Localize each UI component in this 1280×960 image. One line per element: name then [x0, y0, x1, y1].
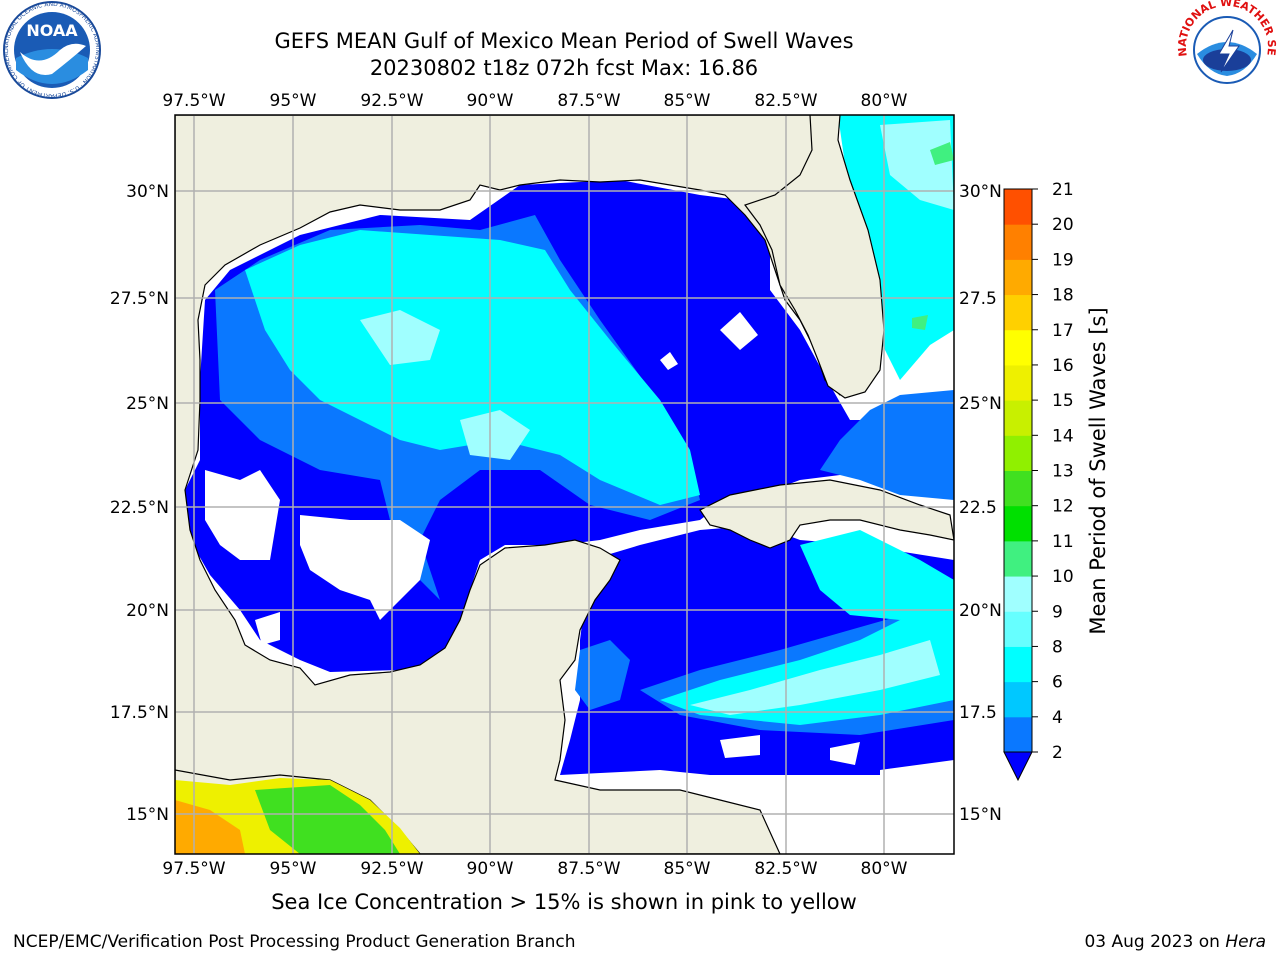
lon-label: 92.5°W — [360, 859, 423, 879]
colorbar-tick-label: 17 — [1052, 321, 1074, 341]
lat-label: 25°N — [126, 394, 169, 414]
colorbar-segment — [1004, 611, 1032, 647]
atlantic-swell-mid — [820, 390, 954, 500]
lat-labels-left: 30°N 27.5°N 25°N 22.5°N 20°N 17.5°N 15°N — [110, 182, 169, 825]
colorbar-segment — [1004, 435, 1032, 471]
lat-label: 30°N — [126, 182, 169, 202]
colorbar-tick-label: 14 — [1052, 426, 1074, 446]
colorbar-tick-label: 15 — [1052, 391, 1074, 411]
colorbar-segment — [1004, 646, 1032, 683]
colorbar-tick-label: 13 — [1052, 462, 1074, 482]
land-cuba — [699, 479, 954, 549]
colorbar-segment — [1004, 540, 1032, 577]
caribbean-swell-cyan-north — [800, 530, 954, 620]
colorbar-tick-label: 20 — [1052, 215, 1074, 235]
svg-text:NOAA: NOAA — [26, 21, 78, 40]
lon-label: 82.5°W — [754, 91, 817, 111]
colorbar-segment — [1004, 716, 1032, 753]
plot-title: GEFS MEAN Gulf of Mexico Mean Period of … — [274, 29, 854, 53]
colorbar-segment — [1004, 364, 1032, 401]
colorbar-segment — [1004, 329, 1032, 366]
colorbar-tick-label: 8 — [1052, 637, 1063, 657]
lon-label: 90°W — [467, 91, 514, 111]
nws-logo: NATIONAL WEATHER SERVICE — [1175, 0, 1278, 97]
lon-label: 82.5°W — [754, 859, 817, 879]
lat-label: 20°N — [959, 601, 1002, 621]
gulf-nodata — [205, 312, 758, 645]
colorbar-tick-label: 6 — [1052, 673, 1063, 693]
lon-label: 87.5°W — [557, 859, 620, 879]
footer-date-text: 03 Aug 2023 on — [1084, 932, 1226, 952]
lon-label: 85°W — [664, 91, 711, 111]
colorbar: 2 4 6 8 9 10 11 12 13 14 15 16 17 18 19 20 21 — [1003, 180, 1074, 782]
footer-branch: NCEP/EMC/Verification Post Processing Pr… — [13, 932, 576, 952]
colorbar-tick-label: 19 — [1052, 250, 1074, 270]
colorbar-segment — [1004, 576, 1032, 612]
colorbar-tick-label: 11 — [1052, 532, 1074, 552]
caribbean-swell-light — [690, 640, 940, 715]
gulf-swell-light — [360, 310, 530, 460]
colorbar-tick-label: 12 — [1052, 497, 1074, 517]
colorbar-segment — [1004, 294, 1032, 331]
lat-label: 15°N — [126, 805, 169, 825]
lat-label: 20°N — [126, 601, 169, 621]
lon-label: 97.5°W — [162, 859, 225, 879]
colorbar-segment — [1004, 505, 1032, 542]
lat-label: 22.5°N — [110, 498, 169, 518]
map-frame — [174, 114, 955, 855]
lon-label: 80°W — [861, 859, 908, 879]
lat-label: 15°N — [959, 805, 1002, 825]
lat-label: 25°N — [959, 394, 1002, 414]
colorbar-segment — [1004, 470, 1032, 507]
lon-label: 80°W — [861, 91, 908, 111]
colorbar-tick-label: 2 — [1052, 743, 1063, 763]
colorbar-tick-label: 18 — [1052, 286, 1074, 306]
sea-ice-note: Sea Ice Concentration > 15% is shown in … — [271, 890, 857, 914]
caribbean-swell-cyan — [660, 590, 954, 725]
lat-label: 17.5 — [959, 703, 997, 723]
colorbar-segment — [1004, 224, 1032, 260]
footer-host: Hera — [1225, 932, 1266, 952]
colorbar-segment — [1004, 259, 1032, 296]
lon-label: 85°W — [664, 859, 711, 879]
noaa-logo: NOAA NATIONAL OCEANIC AND ATMOSPHERIC AD… — [0, 0, 101, 99]
lon-label: 87.5°W — [557, 91, 620, 111]
lon-label: 97.5°W — [162, 91, 225, 111]
footer-date: 03 Aug 2023 on Hera — [1084, 932, 1266, 952]
lat-label: 22.5 — [959, 498, 997, 518]
lon-labels-bottom: 97.5°W 95°W 92.5°W 90°W 87.5°W 85°W 82.5… — [162, 859, 907, 879]
lat-label: 17.5°N — [110, 703, 169, 723]
atlantic-swell-light — [880, 120, 954, 210]
atlantic-swell-green — [912, 142, 954, 330]
lat-label: 27.5 — [959, 289, 997, 309]
land-florida — [744, 115, 885, 399]
lon-label: 90°W — [467, 859, 514, 879]
lat-labels-right: 30°N 27.5 25°N 22.5 20°N 17.5 15°N — [959, 182, 1002, 825]
colorbar-label: Mean Period of Swell Waves [s] — [1086, 307, 1110, 634]
lat-label: 27.5°N — [110, 289, 169, 309]
colorbar-extend-arrow — [1003, 751, 1033, 782]
colorbar-segment — [1004, 681, 1032, 718]
lat-label: 30°N — [959, 182, 1002, 202]
pacific-swell-green — [255, 785, 400, 854]
colorbar-tick-label: 9 — [1052, 602, 1063, 622]
graticule — [175, 115, 954, 854]
lon-labels-top: 97.5°W 95°W 92.5°W 90°W 87.5°W 85°W 82.5… — [162, 91, 907, 111]
colorbar-tick-label: 16 — [1052, 356, 1074, 376]
colorbar-segment — [1004, 189, 1032, 225]
colorbar-tick-label: 4 — [1052, 708, 1063, 728]
plot-subtitle: 20230802 t18z 072h fcst Max: 16.86 — [369, 56, 759, 80]
colorbar-segment — [1004, 400, 1032, 436]
lon-label: 92.5°W — [360, 91, 423, 111]
lon-label: 95°W — [270, 859, 317, 879]
colorbar-tick-label: 10 — [1052, 567, 1074, 587]
colorbar-tick-label: 21 — [1052, 180, 1074, 200]
lon-label: 95°W — [270, 91, 317, 111]
